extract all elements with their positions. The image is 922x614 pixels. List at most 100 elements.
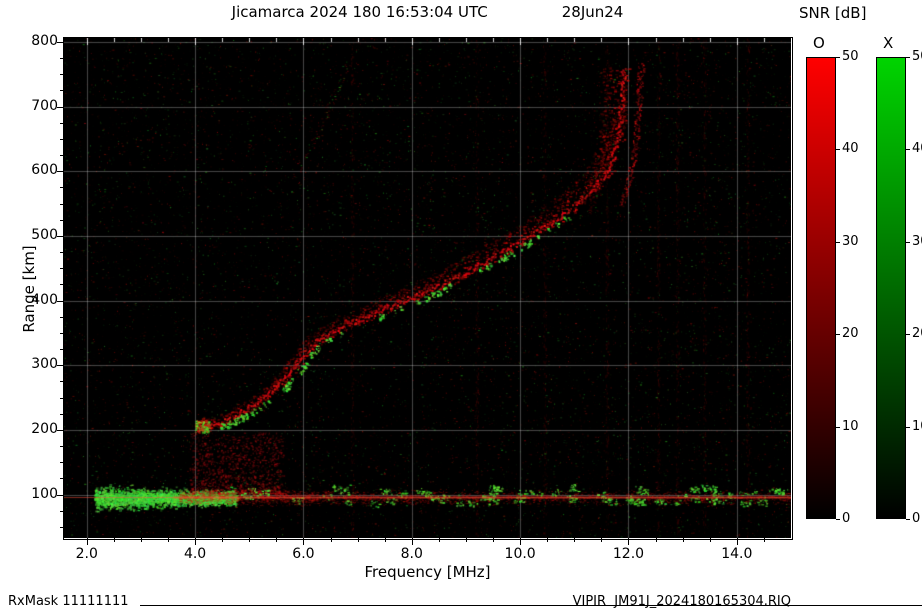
- x-tick-label: 10.0: [504, 546, 536, 562]
- colorbar-tick-label: 50: [912, 49, 922, 64]
- x-minor-tick: [465, 538, 467, 542]
- y-minor-tick: [60, 268, 64, 270]
- x-minor-tick: [763, 538, 765, 542]
- bottom-separator: [140, 605, 922, 606]
- y-minor-tick: [60, 155, 64, 157]
- x-minor-tick: [655, 538, 657, 542]
- y-tick-label: 100: [31, 485, 58, 502]
- x-minor-tick: [330, 538, 332, 542]
- y-tick-label: 400: [31, 291, 58, 308]
- y-minor-tick: [60, 74, 64, 76]
- colorbar-tick: [836, 427, 840, 428]
- colorbar-tick: [906, 149, 910, 150]
- y-tick-label: 600: [31, 162, 58, 179]
- x-major-tick: [736, 538, 738, 545]
- x-tick-label: 14.0: [721, 546, 753, 562]
- y-axis-label: Range [km]: [20, 245, 38, 333]
- colorbar-tick: [836, 242, 840, 243]
- x-minor-tick: [547, 538, 549, 542]
- x-minor-tick: [574, 538, 576, 542]
- y-major-tick: [57, 365, 64, 367]
- colorbar-tick: [906, 334, 910, 335]
- y-minor-tick: [60, 381, 64, 383]
- colorbar-tick: [906, 57, 910, 58]
- colorbar-tick-label: 20: [912, 326, 922, 342]
- x-tick-label: 6.0: [292, 546, 315, 562]
- y-tick-label: 200: [31, 420, 58, 437]
- y-minor-tick: [60, 446, 64, 448]
- colorbar-tick-label: 10: [912, 418, 922, 434]
- colorbar-mode-label: O: [813, 34, 825, 52]
- y-minor-tick: [60, 316, 64, 318]
- y-tick-label: 500: [31, 226, 58, 243]
- y-minor-tick: [60, 252, 64, 254]
- colorbar-tick-label: 20: [842, 326, 859, 342]
- colorbar-tick: [906, 427, 910, 428]
- x-minor-tick: [168, 538, 169, 542]
- x-tick-label: 4.0: [183, 546, 207, 562]
- y-minor-tick: [60, 90, 64, 92]
- x-tick-label: 2.0: [75, 546, 98, 562]
- x-tick-label: 8.0: [400, 546, 423, 562]
- x-minor-tick: [249, 538, 251, 542]
- colorbar-tick-label: 0: [842, 511, 851, 526]
- x-minor-tick: [709, 538, 711, 542]
- y-major-tick: [57, 494, 64, 496]
- plot-title: Jicamarca 2024 180 16:53:04 UTC 28Jun24: [64, 3, 791, 21]
- colorbar-tick: [836, 519, 840, 520]
- x-tick-label: 12.0: [612, 546, 645, 562]
- colorbar-tick-label: 40: [842, 141, 859, 157]
- y-major-tick: [57, 429, 64, 431]
- y-minor-tick: [60, 58, 64, 60]
- title-main: Jicamarca 2024 180 16:53:04 UTC: [231, 3, 488, 21]
- colorbar-tick: [906, 242, 910, 243]
- colorbar-tick-label: 50: [842, 49, 859, 64]
- y-tick-label: 700: [31, 97, 58, 114]
- x-minor-tick: [601, 538, 603, 542]
- y-minor-tick: [60, 413, 64, 415]
- y-major-tick: [57, 171, 64, 173]
- colorbar-title: SNR [dB]: [799, 4, 867, 22]
- x-minor-tick: [493, 538, 495, 542]
- rxmask-text: RxMask 11111111: [8, 594, 129, 609]
- colorbar-tick-label: 30: [842, 233, 859, 249]
- y-minor-tick: [60, 349, 64, 351]
- title-date: 28Jun24: [561, 3, 624, 21]
- y-minor-tick: [60, 478, 64, 480]
- x-axis-label: Frequency [MHz]: [364, 563, 491, 581]
- y-major-tick: [57, 235, 64, 237]
- colorbar-tick-label: 40: [912, 141, 922, 157]
- x-major-tick: [303, 538, 305, 545]
- x-minor-tick: [222, 538, 224, 542]
- x-major-tick: [628, 538, 630, 545]
- colorbar-gradient-o: [806, 57, 836, 519]
- y-minor-tick: [60, 219, 64, 221]
- plot-frame: [63, 37, 793, 540]
- y-minor-tick: [60, 510, 64, 512]
- y-minor-tick: [60, 138, 64, 140]
- x-minor-tick: [438, 538, 440, 542]
- x-major-tick: [86, 538, 88, 545]
- colorbar-tick: [836, 334, 840, 335]
- y-minor-tick: [60, 332, 64, 334]
- colorbar-tick: [836, 57, 840, 58]
- x-minor-tick: [113, 538, 115, 542]
- y-major-tick: [57, 41, 64, 43]
- colorbar-gradient-x: [876, 57, 906, 519]
- colorbar-tick-label: 10: [842, 418, 859, 434]
- x-minor-tick: [276, 538, 278, 542]
- ionogram-canvas: [64, 38, 791, 538]
- x-minor-tick: [384, 538, 386, 542]
- y-minor-tick: [60, 122, 64, 124]
- colorbar-tick-label: 0: [912, 511, 921, 526]
- colorbar-tick: [906, 519, 910, 520]
- x-major-tick: [195, 538, 197, 545]
- x-minor-tick: [357, 538, 359, 542]
- y-minor-tick: [60, 462, 64, 464]
- colorbar-tick: [836, 149, 840, 150]
- x-major-tick: [411, 538, 413, 545]
- x-minor-tick: [682, 538, 684, 542]
- y-major-tick: [57, 106, 64, 108]
- y-tick-label: 300: [31, 356, 58, 373]
